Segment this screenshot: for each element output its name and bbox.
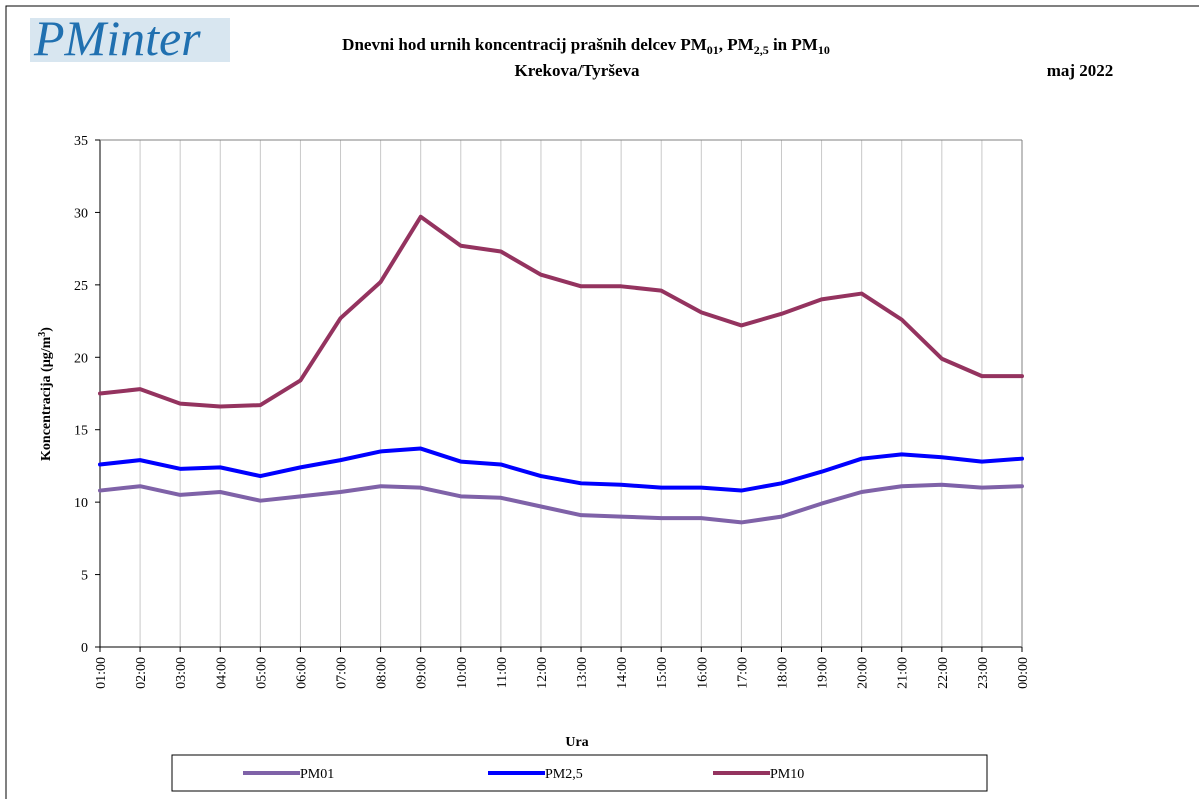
x-tick-label: 14:00 (615, 657, 630, 689)
x-tick-label: 17:00 (735, 657, 750, 689)
y-tick-label: 35 (74, 134, 88, 149)
y-tick-label: 25 (74, 279, 88, 294)
x-tick-label: 12:00 (535, 657, 550, 689)
title-part: Dnevni hod urnih koncentracij prašnih de… (342, 35, 707, 54)
y-tick-label: 10 (74, 496, 88, 511)
chart-title: Dnevni hod urnih koncentracij prašnih de… (342, 35, 830, 57)
x-tick-label: 13:00 (575, 657, 590, 689)
x-tick-label: 16:00 (695, 657, 710, 689)
y-tick-label: 20 (74, 351, 88, 366)
y-label-part: ) (39, 327, 54, 332)
x-tick-label: 20:00 (856, 657, 871, 689)
chart-subtitle: Krekova/Tyrševa (515, 61, 640, 80)
x-tick-label: 03:00 (174, 657, 189, 689)
x-tick-label: 19:00 (816, 657, 831, 689)
y-tick-label: 15 (74, 424, 88, 439)
logo-bg (30, 18, 230, 62)
x-tick-label: 06:00 (294, 657, 309, 689)
x-axis-label: Ura (565, 735, 588, 750)
x-tick-label: 15:00 (655, 657, 670, 689)
x-tick-label: 09:00 (415, 657, 430, 689)
y-label-part: Koncentracija (µg/m (39, 336, 54, 461)
y-label-sup: 3 (37, 332, 48, 337)
y-tick-label: 5 (81, 569, 88, 584)
y-tick-label: 0 (81, 641, 88, 656)
x-tick-label: 18:00 (775, 657, 790, 689)
y-axis-label: Koncentracija (µg/m3) (37, 327, 54, 461)
x-tick-label: 23:00 (976, 657, 991, 689)
x-tick-label: 01:00 (94, 657, 109, 689)
x-tick-label: 04:00 (214, 657, 229, 689)
title-part: , PM (719, 35, 754, 54)
x-tick-label: 10:00 (455, 657, 470, 689)
x-tick-label: 11:00 (495, 657, 510, 688)
series-line (98, 214, 1024, 409)
page-frame (5, 5, 1199, 804)
logo: PMinter (33, 10, 201, 66)
x-tick-label: 05:00 (254, 657, 269, 689)
title-part: in PM (769, 35, 818, 54)
series-line (98, 446, 1024, 493)
title-sub: 10 (818, 43, 830, 57)
x-tick-label: 00:00 (1016, 657, 1031, 689)
x-tick-label: 21:00 (896, 657, 911, 689)
period: maj 2022 (1047, 61, 1114, 80)
title-sub: 01 (707, 43, 719, 57)
y-tick-label: 30 (74, 206, 88, 221)
x-tick-label: 02:00 (134, 657, 149, 689)
x-tick-label: 08:00 (375, 657, 390, 689)
legend-label: PM2,5 (545, 767, 583, 782)
legend-label: PM01 (300, 767, 334, 782)
series-line (98, 482, 1024, 525)
legend-box (171, 754, 988, 792)
title-sub: 2,5 (754, 43, 769, 57)
x-tick-label: 22:00 (936, 657, 951, 689)
legend-label: PM10 (770, 767, 804, 782)
x-tick-label: 07:00 (335, 657, 350, 689)
